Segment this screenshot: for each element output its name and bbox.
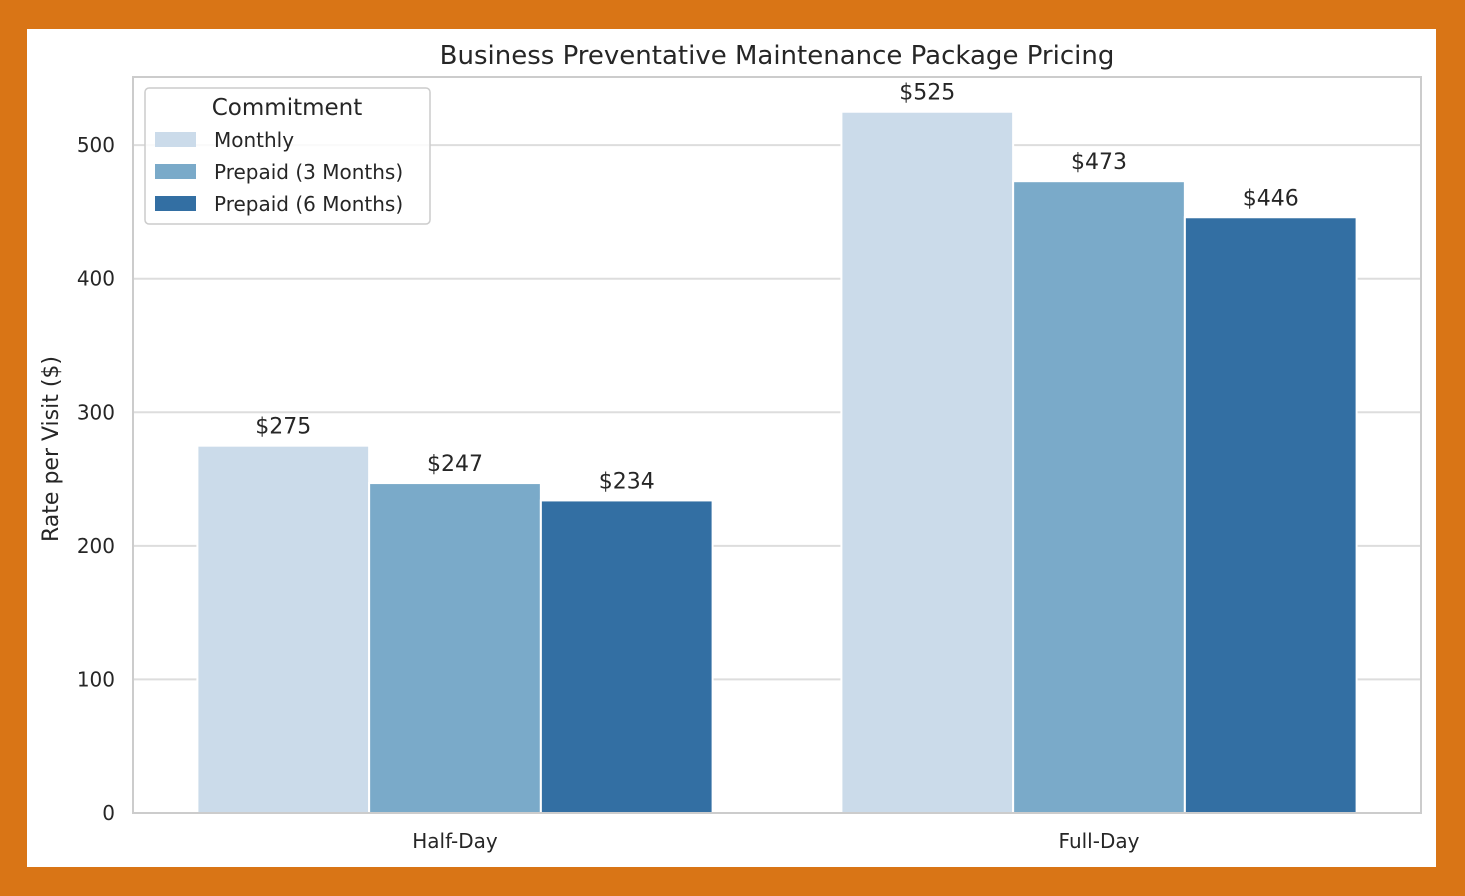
bar <box>368 482 542 814</box>
bars <box>196 110 1358 815</box>
legend-label: Prepaid (3 Months) <box>214 160 403 184</box>
y-tick-label: 300 <box>77 400 115 424</box>
y-tick-label: 100 <box>77 667 115 691</box>
legend-swatch <box>155 196 196 211</box>
legend-swatch <box>155 164 196 179</box>
chart-frame: Business Preventative Maintenance Packag… <box>27 29 1436 867</box>
bar-value-label: $247 <box>427 452 483 477</box>
plot-border <box>132 76 1422 814</box>
bar-value-label: $446 <box>1243 186 1299 211</box>
bar <box>1012 180 1186 815</box>
bar-value-label: $234 <box>599 469 655 494</box>
y-tick-label: 400 <box>77 267 115 291</box>
y-axis-title: Rate per Visit ($) <box>39 356 64 542</box>
y-tick-label: 500 <box>77 133 115 157</box>
x-tick-label: Full-Day <box>1059 829 1140 853</box>
legend-swatch <box>155 132 196 147</box>
bar <box>539 499 714 814</box>
y-tick-label: 200 <box>77 534 115 558</box>
x-axis-ticks: Half-Day Full-Day <box>412 829 1139 853</box>
bar-value-label: $473 <box>1071 150 1127 175</box>
y-tick-label: 0 <box>102 801 115 825</box>
legend: Commitment Monthly Prepaid (3 Months) Prep… <box>144 87 431 225</box>
chart-title: Business Preventative Maintenance Packag… <box>440 41 1115 71</box>
legend-title: Commitment <box>212 95 363 121</box>
bar-value-label: $275 <box>255 415 311 440</box>
y-axis-ticks: 0 100 200 300 400 500 <box>77 133 115 825</box>
legend-items: Monthly Prepaid (3 Months) Prepaid (6 Mont… <box>155 128 403 216</box>
bar <box>196 444 371 814</box>
bar <box>1183 216 1358 814</box>
legend-box <box>144 87 431 225</box>
bar-value-label: $525 <box>899 81 955 106</box>
bar <box>840 110 1015 815</box>
legend-label: Monthly <box>214 128 294 152</box>
bar-value-labels: $275 $247 $234 $525 $473 $446 <box>255 81 1298 495</box>
legend-label: Prepaid (6 Months) <box>214 192 403 216</box>
x-tick-label: Half-Day <box>412 829 498 853</box>
bar-chart: Business Preventative Maintenance Packag… <box>39 41 1422 853</box>
